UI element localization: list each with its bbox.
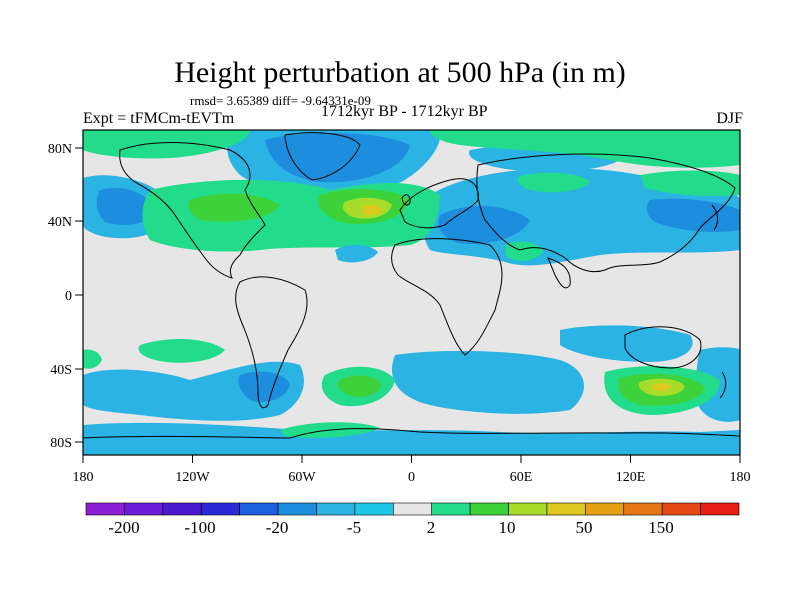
experiment-label: Expt = tFMCm-tEVTm <box>83 110 235 127</box>
lat-label-0: 0 <box>65 289 72 304</box>
lon-tick-marks <box>82 455 741 463</box>
coast-india <box>547 257 571 289</box>
green-contour-south-pacific-west <box>138 338 225 363</box>
lon-tick-labels: 180 120W 60W 0 60E 120E 180 <box>73 470 751 485</box>
colorbar-swatch <box>354 502 394 516</box>
colorbar-labels: -200 -100 -20 -5 2 10 50 150 <box>108 518 673 537</box>
green-contour-south-atlantic-core <box>337 375 382 398</box>
blue-contour-pacific-core <box>96 187 155 225</box>
colorbar-swatch <box>124 502 164 516</box>
blue-contour-eurasia-core <box>438 205 530 244</box>
coast-britain <box>401 194 411 206</box>
colorbar-swatch <box>85 502 125 516</box>
coast-south-america <box>235 276 308 409</box>
height-field <box>83 130 740 455</box>
blue-contour-eurasia <box>422 167 740 266</box>
lat-label-80n: 80N <box>48 142 72 157</box>
colorbar-swatch <box>277 502 317 516</box>
blue-contour-southern-pacific-core <box>238 371 290 402</box>
coast-japan <box>711 204 719 231</box>
green-contour-siberia-east <box>640 170 740 197</box>
lat-tick-labels: 80N 40N 0 40S 80S <box>48 142 72 451</box>
colorbar-swatch <box>546 502 586 516</box>
colorbar-swatch <box>162 502 202 516</box>
lat-tick-marks <box>75 147 83 443</box>
map-title: Height perturbation at 500 hPa (in m) <box>174 56 626 89</box>
coast-asia <box>476 153 736 273</box>
colorbar-label-50: 50 <box>576 518 593 537</box>
colorbar-swatch <box>469 502 509 516</box>
coast-greenland <box>284 132 361 181</box>
blue-contour-southern-indian <box>560 325 693 362</box>
lon-label-120e: 120E <box>616 470 646 485</box>
coast-australia <box>624 326 702 369</box>
green-contour-south-pacific-left <box>83 349 102 369</box>
colorbar-label-150: 150 <box>648 518 674 537</box>
lon-label-180e: 180 <box>730 470 751 485</box>
colorbar-swatch <box>392 502 433 516</box>
lon-label-0: 0 <box>408 470 415 485</box>
coastlines <box>83 132 740 439</box>
colorbar-swatch <box>661 502 701 516</box>
lon-label-180w: 180 <box>73 470 94 485</box>
period-label: 1712kyr BP - 1712kyr BP <box>321 103 488 120</box>
season-label: DJF <box>716 110 743 127</box>
coast-antarctica <box>83 428 740 439</box>
blue-contour-southern-atlantic <box>391 350 584 414</box>
colorbar-swatch <box>200 502 240 516</box>
lon-label-60e: 60E <box>510 470 533 485</box>
lon-label-120w: 120W <box>175 470 210 485</box>
colorbar-label-neg200: -200 <box>108 518 139 537</box>
lat-label-40s: 40S <box>50 363 72 378</box>
lat-label-40n: 40N <box>48 215 72 230</box>
green-contour-arctic <box>83 130 250 159</box>
colorbar-swatch <box>431 502 471 516</box>
colorbar-swatch <box>700 502 740 516</box>
blue-contour-greenland-core <box>265 133 410 183</box>
colorbar-swatch <box>239 502 279 516</box>
lon-label-60w: 60W <box>288 470 316 485</box>
rmsd-stats: rmsd= 3.65389 diff= -9.64331e-09 <box>190 93 371 108</box>
colorbar-label-neg20: -20 <box>266 518 289 537</box>
green-contour-eurasia-north <box>517 172 590 193</box>
coast-north-america <box>119 142 266 279</box>
orange-contour-south-indian-peak <box>652 383 672 392</box>
green-contour-atlantic-core <box>188 193 280 222</box>
colorbar-swatch <box>623 502 663 516</box>
colorbar <box>85 502 740 516</box>
green-contour-arctic-east <box>430 130 740 168</box>
colorbar-label-neg100: -100 <box>184 518 215 537</box>
green-contour-arabia <box>505 241 543 261</box>
colorbar-label-2: 2 <box>427 518 436 537</box>
coast-new-zealand <box>719 371 727 399</box>
blue-contour-antarctic <box>83 422 740 455</box>
colorbar-swatch <box>316 502 356 516</box>
orange-contour-atlantic-peak <box>362 204 382 216</box>
colorbar-swatch <box>585 502 625 516</box>
colorbar-label-neg5: -5 <box>347 518 361 537</box>
blue-contour-atlantic-south <box>335 244 378 263</box>
lat-label-80s: 80S <box>50 436 72 451</box>
colorbar-label-10: 10 <box>499 518 516 537</box>
colorbar-swatch <box>508 502 548 516</box>
coast-africa <box>391 238 503 356</box>
